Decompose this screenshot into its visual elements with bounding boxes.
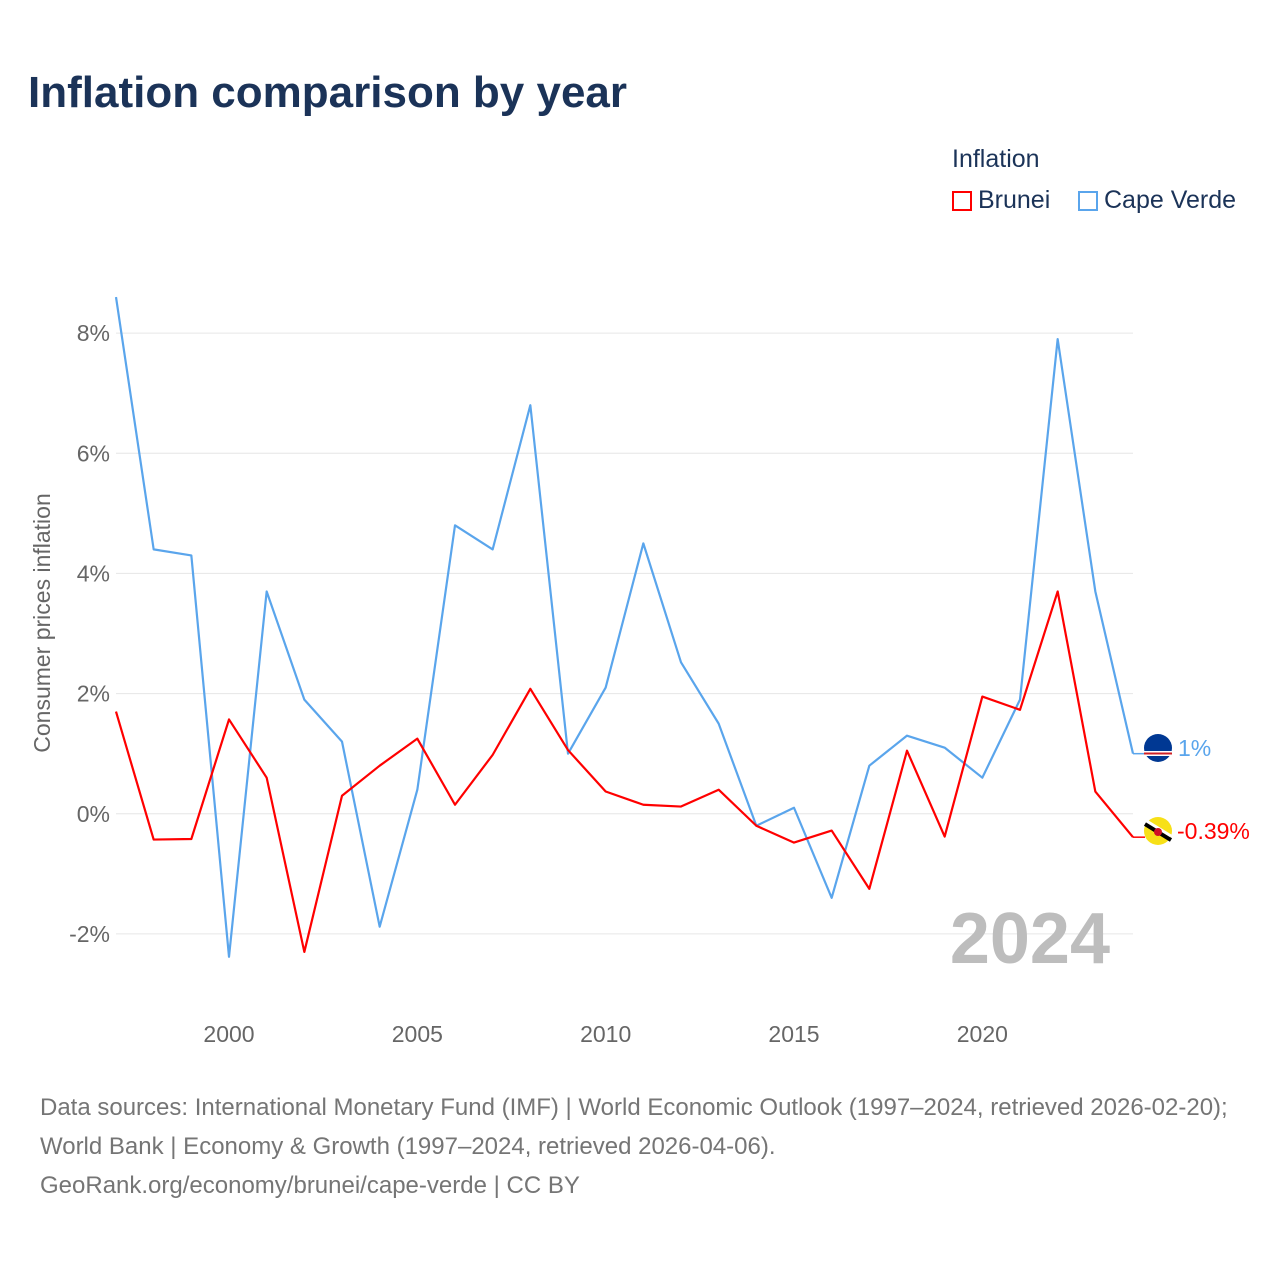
data-point[interactable] [829, 895, 835, 901]
data-point[interactable] [113, 709, 119, 715]
data-point[interactable] [414, 736, 420, 742]
x-tick-label: 2005 [392, 1021, 443, 1047]
chart-title: Inflation comparison by year [28, 68, 628, 117]
source-link[interactable]: GeoRank.org/economy/brunei/cape-verde | … [40, 1172, 580, 1199]
data-point[interactable] [942, 745, 948, 751]
data-point[interactable] [866, 763, 872, 769]
data-point[interactable] [377, 924, 383, 930]
data-point[interactable] [452, 522, 458, 528]
series-line-cape-verde[interactable] [114, 296, 1135, 958]
data-point[interactable] [979, 694, 985, 700]
data-point[interactable] [1017, 707, 1023, 713]
data-point[interactable] [226, 954, 232, 960]
y-tick-label: 4% [77, 560, 110, 586]
data-point[interactable] [942, 834, 948, 840]
data-point[interactable] [678, 659, 684, 665]
data-point[interactable] [1055, 336, 1061, 342]
x-tick-label: 2010 [580, 1021, 631, 1047]
y-tick-label: 0% [77, 801, 110, 827]
end-label-cape-verde: 1% [1178, 735, 1211, 761]
series-line-brunei[interactable] [114, 590, 1134, 954]
legend-label: Cape Verde [1104, 186, 1237, 214]
data-point[interactable] [527, 686, 533, 692]
data-point[interactable] [264, 775, 270, 781]
data-point[interactable] [301, 949, 307, 955]
data-point[interactable] [1092, 588, 1098, 594]
data-sources: Data sources: International Monetary Fun… [40, 1094, 1228, 1160]
y-tick-label: -2% [69, 921, 110, 947]
legend-item-brunei[interactable]: Brunei [952, 186, 1050, 215]
data-point[interactable] [791, 840, 797, 846]
data-point[interactable] [640, 802, 646, 808]
data-point[interactable] [979, 775, 985, 781]
brunei-flag-icon [1143, 817, 1173, 845]
data-point[interactable] [490, 752, 496, 758]
data-point[interactable] [188, 836, 194, 842]
data-point[interactable] [829, 828, 835, 834]
data-point[interactable] [1055, 588, 1061, 594]
data-point[interactable] [377, 763, 383, 769]
data-point[interactable] [226, 716, 232, 722]
data-point[interactable] [904, 748, 910, 754]
footer: Data sources: International Monetary Fun… [40, 1088, 1260, 1205]
data-point[interactable] [188, 552, 194, 558]
x-tick-label: 2015 [768, 1021, 819, 1047]
data-point[interactable] [603, 789, 609, 795]
data-point[interactable] [866, 886, 872, 892]
end-label-brunei: -0.39% [1177, 818, 1250, 844]
data-point[interactable] [565, 747, 571, 753]
data-point[interactable] [151, 546, 157, 552]
watermark-year: 2024 [950, 899, 1110, 979]
data-point[interactable] [1092, 789, 1098, 795]
legend-swatch-brunei [952, 190, 972, 211]
x-tick-label: 2000 [203, 1021, 254, 1047]
y-axis-label: Consumer prices inflation [29, 493, 55, 753]
legend-title: Inflation [952, 145, 1040, 173]
data-point[interactable] [678, 804, 684, 810]
data-point[interactable] [753, 823, 759, 829]
data-point[interactable] [414, 787, 420, 793]
data-point[interactable] [339, 739, 345, 745]
legend-swatch-cape-verde [1078, 190, 1098, 211]
data-point[interactable] [716, 787, 722, 793]
data-point[interactable] [791, 805, 797, 811]
data-point[interactable] [904, 733, 910, 739]
data-point[interactable] [452, 802, 458, 808]
data-point[interactable] [151, 837, 157, 843]
cape-verde-flag-icon [1144, 734, 1172, 762]
data-point[interactable] [527, 402, 533, 408]
y-tick-label: 6% [77, 440, 110, 466]
data-point[interactable] [603, 685, 609, 691]
data-point[interactable] [490, 546, 496, 552]
data-point[interactable] [264, 588, 270, 594]
data-point[interactable] [640, 540, 646, 546]
data-point[interactable] [339, 793, 345, 799]
data-point[interactable] [716, 721, 722, 727]
data-point[interactable] [301, 697, 307, 703]
legend-item-cape-verde[interactable]: Cape Verde [1078, 186, 1236, 215]
y-tick-label: 2% [77, 681, 110, 707]
data-point[interactable] [113, 294, 119, 300]
x-tick-label: 2020 [957, 1021, 1008, 1047]
y-tick-label: 8% [77, 320, 110, 346]
legend-label: Brunei [978, 186, 1051, 214]
